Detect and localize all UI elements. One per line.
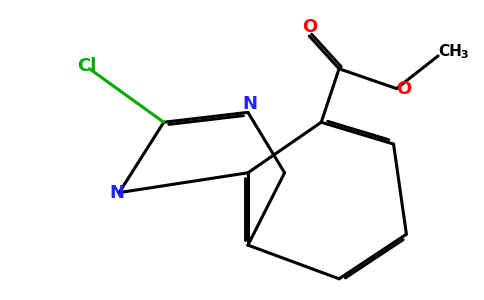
Text: N: N xyxy=(243,95,258,113)
Text: O: O xyxy=(302,18,317,36)
Text: CH: CH xyxy=(438,44,462,59)
Text: O: O xyxy=(396,80,411,98)
Text: Cl: Cl xyxy=(77,57,97,75)
Text: 3: 3 xyxy=(461,50,469,60)
Text: N: N xyxy=(109,184,124,202)
